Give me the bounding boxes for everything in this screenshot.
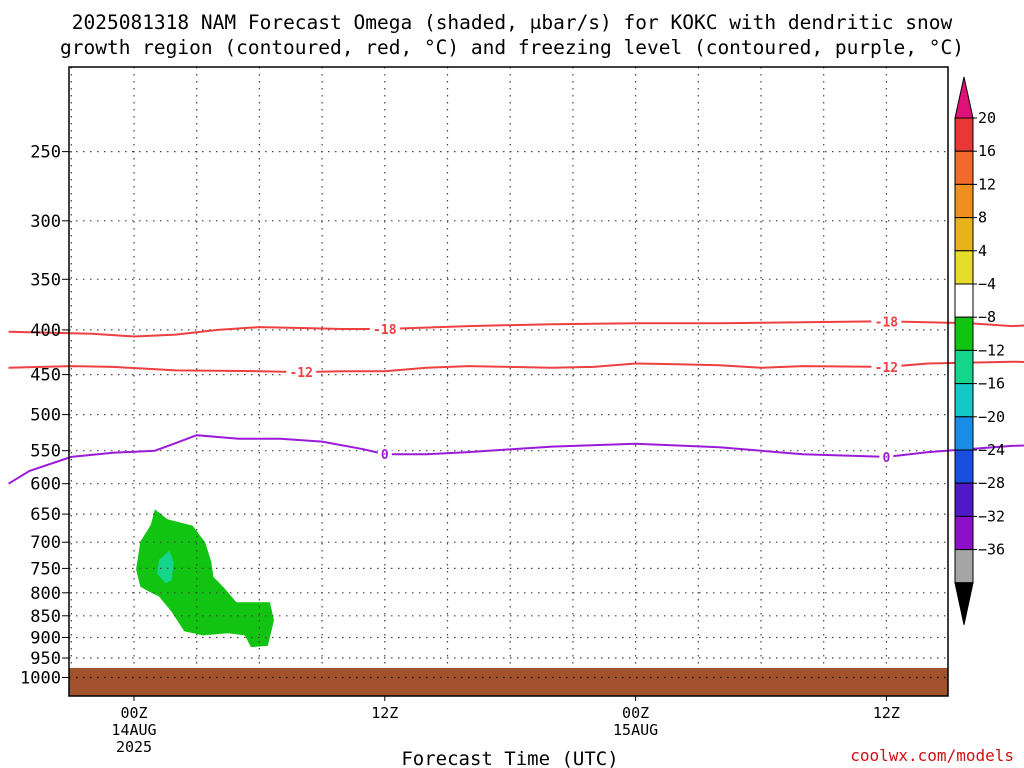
colorbar-label: −36 — [978, 541, 1005, 559]
y-tick-label: 950 — [30, 649, 61, 669]
y-axis: 2503003504004505005506006507007508008509… — [20, 143, 69, 689]
terrain — [69, 667, 948, 696]
colorbar-band — [954, 549, 974, 584]
x-tick-label: 12Z — [371, 704, 398, 722]
colorbar-label: 12 — [978, 175, 996, 193]
colorbar-label: −24 — [978, 441, 1005, 459]
colorbar-label: −20 — [978, 408, 1005, 426]
plot-area: -18-18-18-12-12-12000 — [8, 66, 1024, 697]
colorbar-band — [954, 349, 974, 385]
chart-title-line-1: 2025081318 NAM Forecast Omega (shaded, μ… — [72, 11, 953, 34]
y-tick-label: 400 — [30, 321, 61, 341]
colorbar-label: −4 — [978, 275, 996, 293]
omega-shading — [136, 509, 274, 648]
contour-label: -12 — [875, 361, 898, 376]
x-axis-label: Forecast Time (UTC) — [401, 748, 618, 768]
y-tick-label: 350 — [30, 270, 61, 290]
y-tick-label: 250 — [30, 143, 61, 163]
y-tick-label: 300 — [30, 212, 61, 232]
colorbar: 20 16 12 8 4 −4 −8 −12 −16 −20 −24 −28 −32 −36 — [954, 76, 1005, 625]
y-tick-label: 1000 — [20, 669, 61, 689]
watermark: coolwx.com/models — [850, 746, 1014, 765]
colorbar-band — [954, 515, 974, 551]
x-tick-label: 00Z — [120, 704, 147, 722]
contour-label: -12 — [289, 366, 312, 381]
contour-label-background — [879, 449, 894, 464]
colorbar-band — [954, 217, 974, 252]
colorbar-label: −12 — [978, 341, 1005, 359]
colorbar-label: 4 — [978, 242, 987, 260]
colorbar-label: −28 — [978, 474, 1005, 492]
colorbar-band — [954, 482, 974, 517]
colorbar-label: −16 — [978, 375, 1005, 393]
contour-label-background — [871, 314, 902, 329]
plot-frame — [68, 66, 949, 697]
colorbar-label: 16 — [978, 142, 996, 160]
y-tick-label: 900 — [30, 629, 61, 649]
colorbar-label: 8 — [978, 209, 987, 227]
y-tick-label: 850 — [30, 607, 61, 627]
colorbar-band — [954, 449, 974, 484]
y-tick-label: 700 — [30, 533, 61, 553]
contour-label: 0 — [381, 448, 389, 463]
colorbar-band — [954, 183, 974, 219]
omega-shaded-region — [157, 550, 174, 584]
x-tick-date-label: 14AUG — [111, 721, 156, 739]
contour-line — [8, 434, 1024, 485]
colorbar-band — [954, 416, 974, 451]
chart-title-line-2: growth region (contoured, red, °C) and f… — [60, 36, 964, 59]
x-tick-label: 12Z — [873, 704, 900, 722]
colorbar-band — [954, 283, 974, 318]
y-tick-label: 600 — [30, 475, 61, 495]
y-tick-label: 750 — [30, 559, 61, 579]
terrain-fill — [69, 667, 948, 696]
colorbar-band — [954, 150, 974, 185]
y-tick-label: 550 — [30, 442, 61, 462]
x-tick-label: 00Z — [622, 704, 649, 722]
y-tick-label: 450 — [30, 366, 61, 386]
colorbar-band — [954, 316, 974, 351]
x-tick-date-label: 15AUG — [613, 721, 658, 739]
contour-label-background — [286, 365, 317, 380]
contour-label: -18 — [373, 323, 397, 338]
contour-label-background — [369, 322, 400, 336]
contour-label: -18 — [875, 315, 899, 330]
contour-label-background — [871, 359, 902, 374]
colorbar-bottom-arrow — [954, 582, 974, 625]
y-tick-label: 650 — [30, 505, 61, 525]
contour-lines: -18-18-18-12-12-12000 — [8, 314, 1024, 485]
contour-label-background — [377, 447, 392, 462]
colorbar-label: −8 — [978, 308, 996, 326]
colorbar-band — [954, 383, 974, 418]
contour-label: 0 — [882, 451, 890, 466]
y-tick-label: 500 — [30, 406, 61, 426]
colorbar-band — [954, 250, 974, 285]
colorbar-label: 20 — [978, 109, 996, 127]
y-tick-label: 800 — [30, 584, 61, 604]
colorbar-top-arrow — [954, 76, 974, 119]
x-tick-year-label: 2025 — [116, 738, 152, 756]
x-axis: 00Z14AUG202512Z00Z15AUG12Z00Z16AUG12Z00Z… — [111, 696, 900, 756]
colorbar-label: −32 — [978, 507, 1005, 525]
omega-shaded-region — [136, 509, 274, 648]
colorbar-band — [954, 117, 974, 152]
